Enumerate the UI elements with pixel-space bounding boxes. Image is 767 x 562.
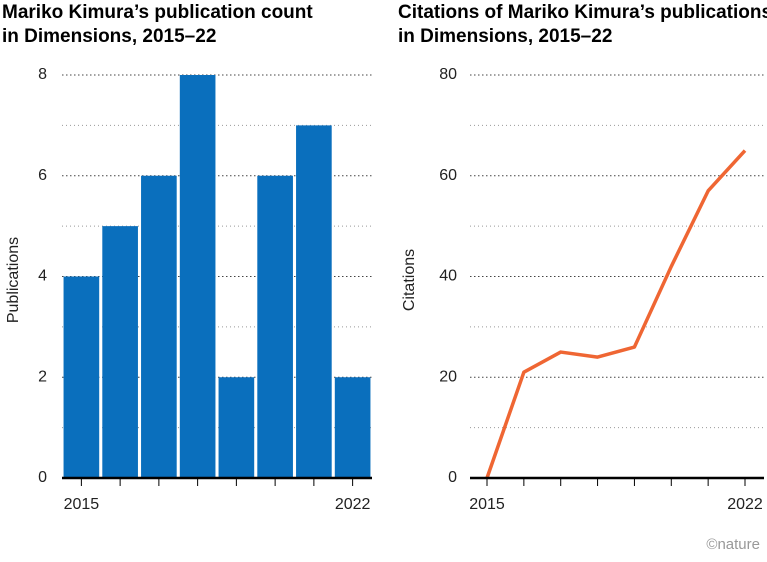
y-tick-label: 40 bbox=[439, 268, 457, 285]
y-tick-label: 6 bbox=[38, 167, 47, 184]
x-tick-label: 2022 bbox=[335, 496, 371, 513]
chart-title: Mariko Kimura’s publication count in Dime… bbox=[2, 2, 313, 47]
chart-title: Citations of Mariko Kimura’s publication… bbox=[398, 2, 767, 47]
bar bbox=[63, 276, 100, 478]
y-axis-title: Citations bbox=[401, 249, 418, 311]
y-tick-label: 2 bbox=[38, 368, 47, 385]
bar bbox=[296, 125, 332, 478]
y-tick-label: 80 bbox=[439, 66, 457, 83]
title-line: in Dimensions, 2015–22 bbox=[2, 26, 216, 47]
x-tick-label: 2015 bbox=[469, 496, 505, 513]
y-tick-label: 20 bbox=[439, 368, 457, 385]
credit: ©nature bbox=[706, 536, 760, 553]
bar bbox=[179, 75, 216, 478]
bar bbox=[141, 175, 177, 478]
y-tick-label: 8 bbox=[38, 66, 47, 83]
line bbox=[485, 149, 747, 479]
y-tick-label: 4 bbox=[38, 268, 47, 285]
title-line: in Dimensions, 2015–22 bbox=[398, 26, 612, 47]
x-tick-label: 2022 bbox=[727, 496, 763, 513]
title-line: Mariko Kimura’s publication count bbox=[2, 2, 313, 23]
bar bbox=[102, 226, 138, 478]
y-axis-title: Publications bbox=[5, 237, 22, 323]
y-tick-label: 60 bbox=[439, 167, 457, 184]
bar bbox=[334, 377, 371, 478]
bar bbox=[218, 377, 255, 478]
y-tick-label: 0 bbox=[448, 469, 457, 486]
bar bbox=[257, 175, 293, 478]
title-line: Citations of Mariko Kimura’s publication… bbox=[398, 2, 767, 23]
y-tick-label: 0 bbox=[38, 469, 47, 486]
x-tick-label: 2015 bbox=[64, 496, 100, 513]
